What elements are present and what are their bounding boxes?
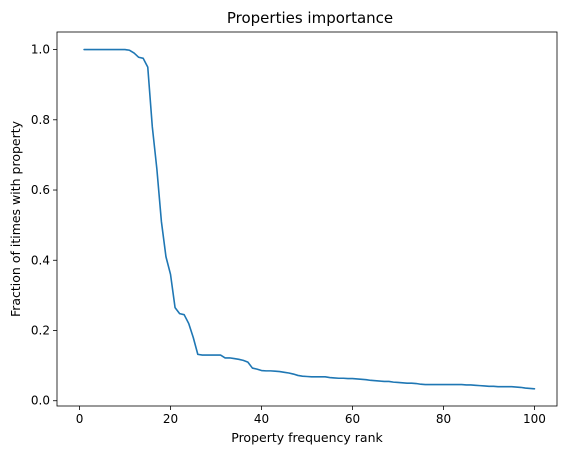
y-tick-label: 0.6 [31,183,50,197]
chart-title: Properties importance [227,9,393,27]
x-tick-label: 20 [163,412,178,426]
y-tick-label: 0.0 [31,394,50,408]
y-axis: 0.0 0.2 0.4 0.6 0.8 1.0 [31,43,57,408]
y-tick-label: 0.8 [31,113,50,127]
x-tick-label: 0 [76,412,84,426]
x-axis-label: Property frequency rank [231,430,383,445]
plot-frame [56,31,558,407]
x-tick-label: 80 [436,412,451,426]
y-axis-label: Fraction of itimes with property [8,120,23,317]
x-tick-label: 100 [523,412,546,426]
y-tick-label: 0.2 [31,323,50,337]
x-tick-label: 40 [254,412,269,426]
x-axis: 0 20 40 60 80 100 [76,406,546,426]
y-tick-label: 1.0 [31,43,50,57]
series-layer [83,48,536,390]
series-line-0 [83,48,536,390]
plot-area [57,32,557,406]
x-tick-label: 60 [345,412,360,426]
y-tick-label: 0.4 [31,253,50,267]
